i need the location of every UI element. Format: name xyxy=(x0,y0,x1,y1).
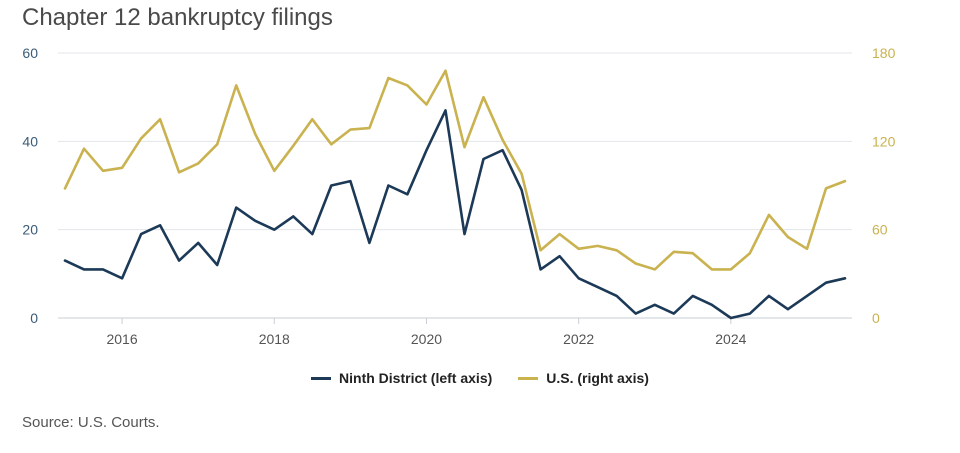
legend-item-us: U.S. (right axis) xyxy=(518,370,649,386)
y-right-tick-label: 120 xyxy=(872,133,896,149)
source-note: Source: U.S. Courts. xyxy=(22,414,160,431)
y-left-tick-label: 60 xyxy=(22,45,38,61)
y-right-tick-label: 0 xyxy=(872,310,880,326)
y-left-tick-label: 0 xyxy=(30,310,38,326)
y-right-tick-label: 180 xyxy=(872,45,896,61)
y-left-tick-label: 20 xyxy=(22,222,38,238)
legend-swatch-us xyxy=(518,376,539,380)
series-line-us xyxy=(63,69,847,271)
chart-title: Chapter 12 bankruptcy filings xyxy=(22,4,333,31)
x-tick-label: 2020 xyxy=(411,331,442,347)
x-tick-label: 2022 xyxy=(563,331,594,347)
gridlines xyxy=(58,52,852,319)
legend-label-us: U.S. (right axis) xyxy=(546,370,649,386)
line-chart: 0 20 40 60 0 60 120 180 2016 2018 2020 2022 2024 xyxy=(22,45,895,347)
series-lines xyxy=(63,69,847,320)
series-line-ninth-district xyxy=(63,109,847,320)
x-tick-label: 2016 xyxy=(106,331,137,347)
x-tick-label: 2024 xyxy=(715,331,746,347)
x-tick-label: 2018 xyxy=(259,331,290,347)
y-left-tick-label: 40 xyxy=(22,133,38,149)
legend-item-ninth-district: Ninth District (left axis) xyxy=(311,370,492,386)
axes: 0 20 40 60 0 60 120 180 2016 2018 2020 2022 2024 xyxy=(22,45,895,347)
legend-swatch-ninth-district xyxy=(311,376,332,380)
y-right-tick-label: 60 xyxy=(872,222,888,238)
legend: Ninth District (left axis) U.S. (right a… xyxy=(0,370,960,386)
legend-label-ninth-district: Ninth District (left axis) xyxy=(339,370,493,386)
